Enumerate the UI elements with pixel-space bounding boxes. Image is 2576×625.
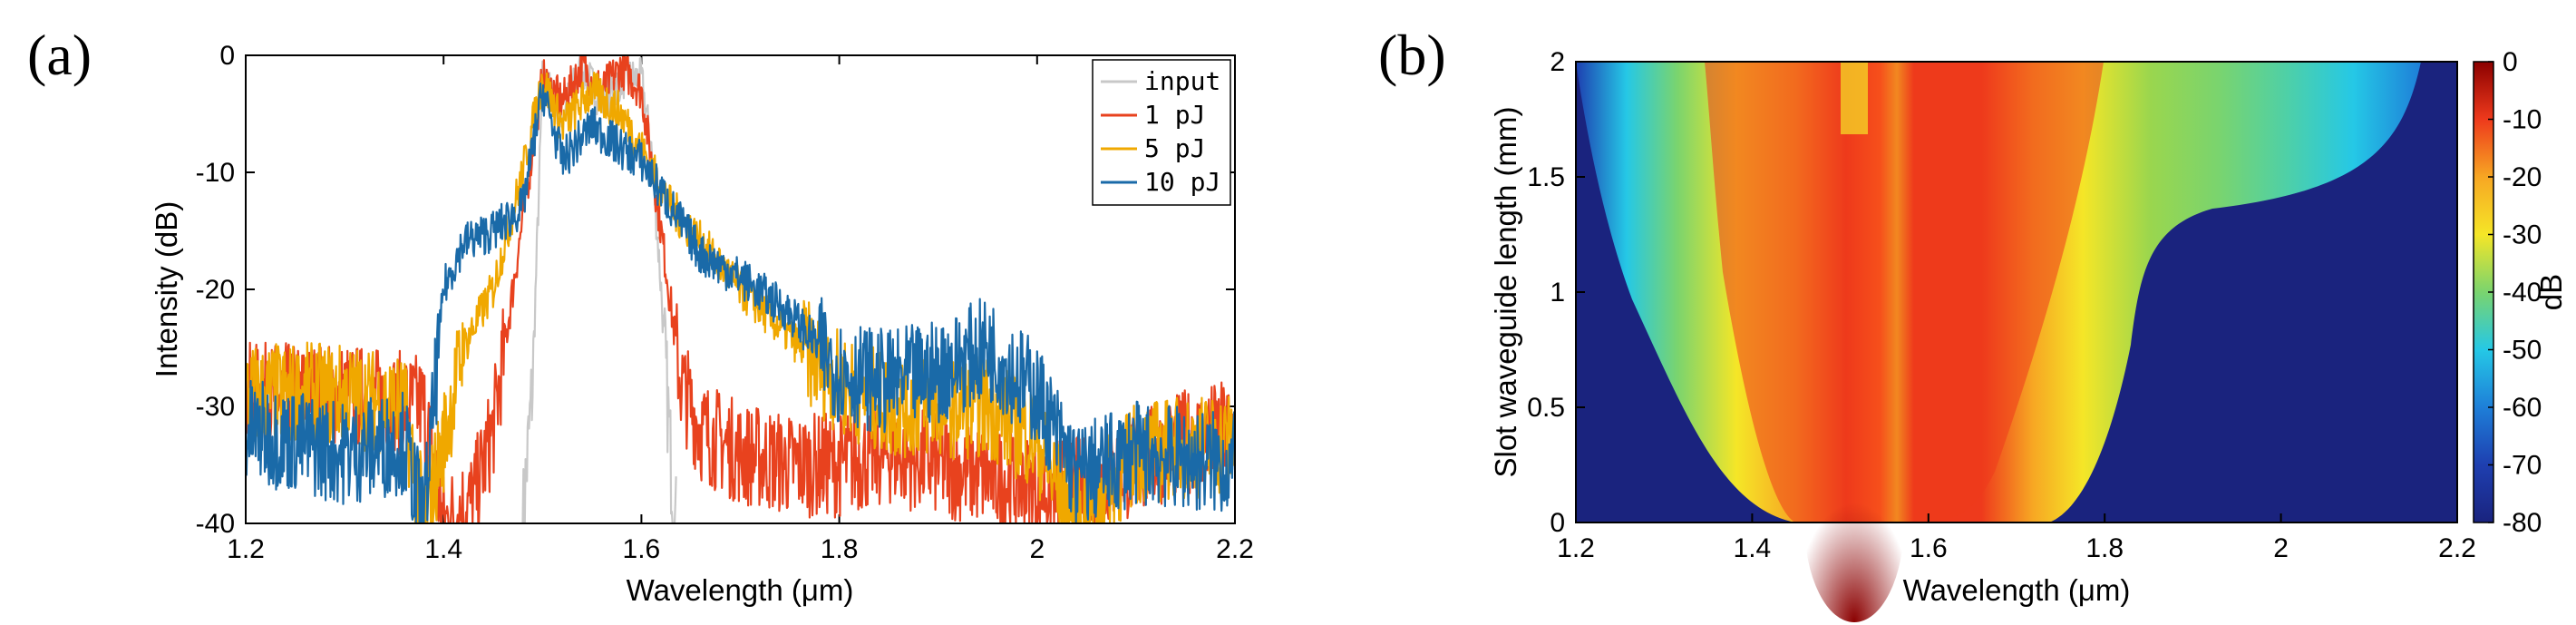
panel-a-axes: 1.2 1.4 1.6 1.8 2 2.2 0 -10 -20 -30 -40	[196, 41, 1254, 564]
series-line-input	[521, 55, 677, 523]
panel-b: (b) 1.2 1.4 1.6 1.8 2 2.2 0 0.5 1 1.5 2 Wavelength…	[1378, 23, 2568, 622]
colorbar-tick-label: -40	[2503, 278, 2542, 308]
y-tick-label: -10	[196, 158, 235, 188]
colorbar-tick-label: 0	[2503, 47, 2518, 77]
heatmap-core	[1705, 62, 2104, 522]
y-tick-label: 2	[1550, 47, 1565, 77]
colorbar-tick-label: -80	[2503, 508, 2542, 538]
panel-b-ylabel: Slot waveguide length (mm)	[1489, 106, 1522, 477]
y-tick-label: 0	[219, 41, 235, 71]
panel-a-legend: input 1 pJ5 pJ 10 pJ	[1092, 59, 1231, 206]
legend-entry: input	[1144, 66, 1220, 96]
legend-entry: 1 pJ	[1144, 100, 1205, 130]
x-tick-label: 2.2	[1216, 534, 1254, 564]
panel-a-ylabel: Intensity (dB)	[150, 201, 183, 377]
colorbar-tick-label: -70	[2503, 451, 2542, 481]
heatmap-center-stripe	[1841, 62, 1868, 134]
colorbar-label: dB	[2534, 274, 2568, 310]
colorbar-ticks: 0 -10 -20 -30 -40 -50 -60 -70 -80	[2488, 47, 2542, 538]
panel-b-xlabel: Wavelength (μm)	[1903, 573, 2131, 607]
x-tick-label: 2	[1029, 534, 1045, 564]
y-tick-label: -30	[196, 392, 235, 422]
panel-b-label: (b)	[1378, 23, 1446, 87]
y-tick-label: 1	[1550, 278, 1565, 308]
y-tick-label: 0.5	[1527, 393, 1565, 423]
colorbar-tick-label: -10	[2503, 105, 2542, 135]
colorbar-tick-label: -20	[2503, 162, 2542, 192]
panel-a-frame	[245, 54, 1236, 524]
x-tick-label: 1.6	[1910, 533, 1948, 563]
colorbar-tick-label: -50	[2503, 336, 2542, 366]
legend-entry: 10 pJ	[1144, 167, 1220, 197]
y-tick-label: -20	[196, 275, 235, 305]
y-tick-label: 0	[1550, 508, 1565, 538]
legend-entry: 5 pJ	[1144, 133, 1205, 163]
colorbar-tick-label: -60	[2503, 393, 2542, 423]
y-tick-label: 1.5	[1527, 162, 1565, 192]
x-tick-label: 1.8	[2085, 533, 2124, 563]
panel-b-frame	[1575, 61, 2458, 523]
panel-a-series	[246, 55, 1235, 523]
x-tick-label: 2.2	[2438, 533, 2476, 563]
panel-b-axes: 1.2 1.4 1.6 1.8 2 2.2 0 0.5 1 1.5 2	[1527, 47, 2476, 563]
x-tick-label: 1.8	[821, 534, 859, 564]
x-tick-label: 1.4	[1734, 533, 1772, 563]
series-line-10-pj	[246, 83, 1235, 523]
panel-a: (a) 1.2 1.4 1.6 1.8 2 2.2 0 -10 -20 -30 -40 Wavele…	[27, 23, 1254, 607]
x-tick-label: 1.6	[623, 534, 661, 564]
x-tick-label: 1.4	[424, 534, 462, 564]
colorbar-tick-label: -30	[2503, 220, 2542, 250]
x-tick-label: 1.2	[1557, 533, 1595, 563]
legend-box	[1092, 59, 1231, 206]
x-tick-label: 2	[2273, 533, 2289, 563]
y-tick-label: -40	[196, 509, 235, 539]
panel-a-xlabel: Wavelength (μm)	[627, 573, 854, 607]
x-tick-label: 1.2	[227, 534, 265, 564]
panel-a-label: (a)	[27, 23, 92, 87]
